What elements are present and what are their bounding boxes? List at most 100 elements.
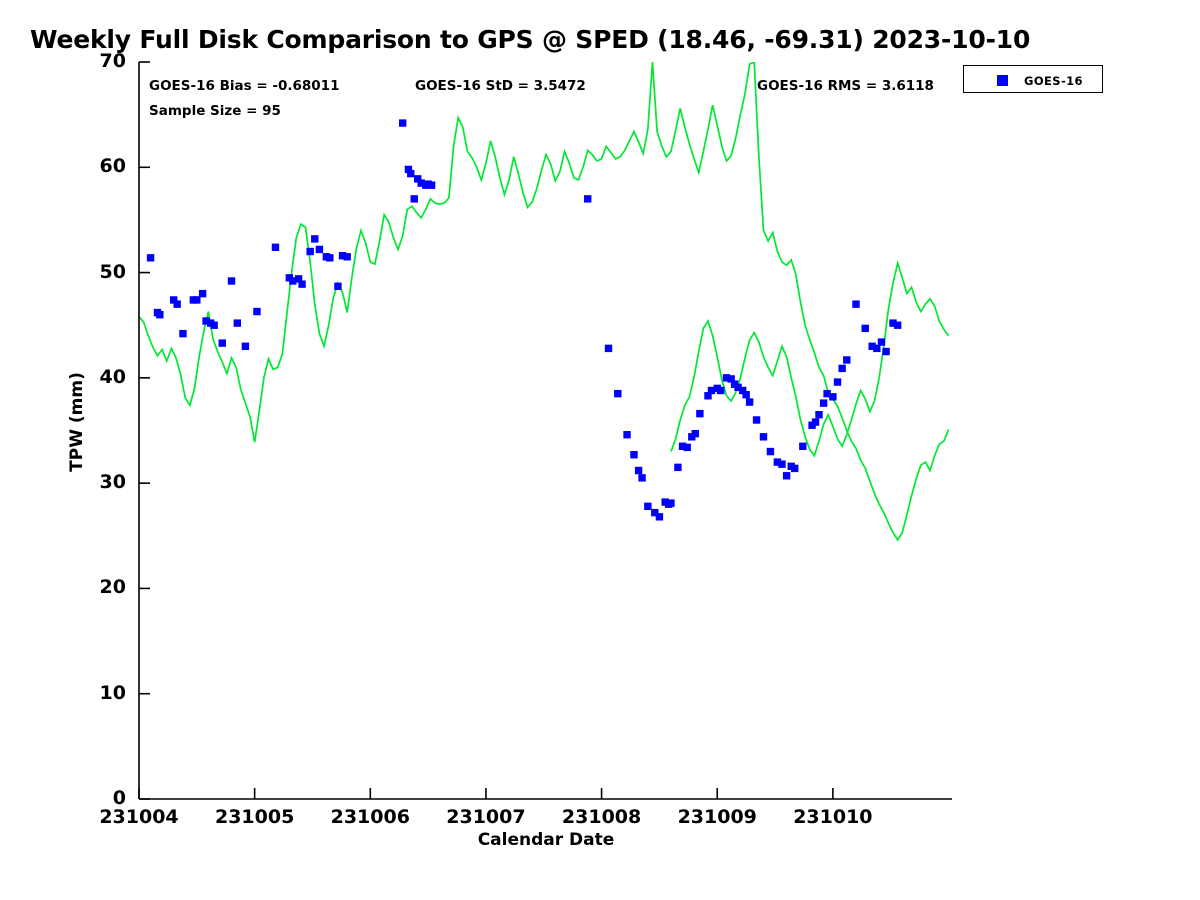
scatter-marker	[604, 344, 613, 353]
scatter-marker	[193, 296, 201, 304]
scatter-marker	[146, 254, 155, 262]
scatter-marker	[678, 442, 687, 450]
scatter-marker	[727, 375, 735, 383]
scatter-marker	[655, 513, 664, 521]
scatter-marker	[638, 474, 646, 482]
scatter-marker	[889, 319, 897, 327]
x-tick-label: 231007	[446, 806, 526, 828]
scatter-marker	[644, 502, 652, 511]
scatter-marker	[691, 429, 699, 438]
scatter-marker	[829, 393, 837, 401]
y-tick-label: 0	[112, 787, 126, 809]
scatter-marker	[745, 398, 754, 406]
scatter-marker	[752, 416, 761, 424]
y-tick-label: 40	[99, 365, 126, 388]
x-tick-label: 231005	[214, 806, 295, 828]
scatter-marker	[311, 235, 319, 243]
scatter-marker	[173, 300, 181, 308]
plot-axes	[138, 62, 952, 800]
y-tick-label: 70	[99, 50, 126, 72]
scatter-marker	[667, 499, 675, 507]
scatter-marker	[218, 339, 226, 347]
x-tick-label: 231008	[561, 806, 642, 828]
scatter-marker	[210, 321, 218, 329]
scatter-marker	[674, 463, 682, 472]
scatter-marker	[683, 443, 691, 452]
scatter-marker	[343, 253, 351, 261]
scatter-marker	[253, 307, 261, 316]
scatter-marker	[893, 321, 902, 329]
scatter-marker	[241, 342, 250, 350]
scatter-marker	[407, 169, 415, 178]
scatter-marker	[414, 175, 422, 183]
scatter-marker	[843, 356, 851, 364]
scatter-marker	[233, 319, 241, 327]
scatter-marker	[179, 329, 187, 338]
gps-line-series	[139, 62, 950, 542]
scatter-marker	[630, 451, 638, 459]
annotation-std: GOES-16 StD = 3.5472	[415, 78, 586, 94]
scatter-marker	[704, 392, 712, 400]
scatter-marker	[306, 247, 314, 256]
scatter-marker	[811, 418, 820, 426]
scatter-marker	[202, 317, 210, 325]
scatter-marker	[833, 378, 842, 386]
scatter-marker	[334, 282, 342, 290]
scatter-marker	[315, 245, 324, 254]
scatter-marker	[227, 277, 236, 285]
scatter-marker	[823, 389, 831, 398]
scatter-marker	[427, 181, 436, 189]
scatter-marker	[734, 383, 742, 392]
scatter-marker	[634, 466, 643, 475]
x-tick-label: 231006	[330, 806, 410, 828]
annotation-bias: GOES-16 Bias = -0.68011	[149, 78, 340, 94]
scatter-marker	[722, 374, 731, 382]
scatter-marker	[289, 277, 297, 285]
scatter-marker	[819, 399, 828, 407]
scatter-marker	[799, 442, 807, 450]
y-tick-label: 30	[99, 471, 126, 494]
scatter-marker	[717, 386, 725, 395]
scatter-marker	[651, 508, 659, 517]
scatter-marker	[759, 433, 768, 441]
scatter-marker	[773, 458, 782, 466]
scatter-marker	[294, 275, 303, 283]
scatter-marker	[298, 280, 306, 288]
scatter-marker	[338, 252, 347, 260]
legend-label: GOES-16	[1024, 74, 1083, 88]
scatter-marker	[852, 300, 860, 308]
scatter-marker	[623, 431, 631, 439]
scatter-marker	[861, 324, 869, 333]
scatter-marker	[868, 342, 876, 350]
y-tick-label: 60	[99, 155, 126, 178]
scatter-marker	[614, 389, 622, 398]
scatter-marker	[156, 310, 164, 319]
scatter-marker	[766, 447, 775, 456]
x-tick-label: 231009	[677, 806, 757, 828]
scatter-marker	[815, 411, 823, 419]
goes16-scatter-series	[146, 119, 902, 521]
scatter-marker	[873, 344, 881, 353]
scatter-marker	[696, 409, 704, 418]
scatter-marker	[782, 472, 791, 480]
axis-ticks	[138, 61, 834, 800]
scatter-marker	[742, 391, 750, 399]
scatter-marker	[791, 464, 799, 473]
x-tick-label: 231010	[793, 806, 873, 828]
annotation-rms: GOES-16 RMS = 3.6118	[757, 78, 934, 94]
scatter-marker	[838, 364, 846, 373]
scatter-marker	[778, 460, 786, 468]
line-path	[670, 259, 950, 458]
page-title: Weekly Full Disk Comparison to GPS @ SPE…	[30, 25, 1031, 54]
scatter-marker	[198, 289, 207, 298]
scatter-marker	[326, 254, 334, 262]
scatter-marker	[404, 165, 413, 174]
scatter-marker	[271, 243, 280, 251]
scatter-marker	[584, 195, 592, 203]
scatter-marker	[417, 179, 425, 187]
x-tick-label: 231004	[99, 806, 179, 828]
annotation-sample-size: Sample Size = 95	[149, 103, 281, 119]
scatter-marker	[738, 386, 747, 395]
